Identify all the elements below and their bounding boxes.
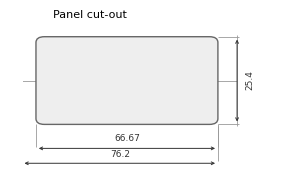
Text: 66.67: 66.67 [114,134,140,143]
FancyBboxPatch shape [36,37,218,124]
Text: Panel cut-out: Panel cut-out [53,10,127,20]
Text: 25.4: 25.4 [246,71,255,90]
Text: 76.2: 76.2 [110,150,130,159]
